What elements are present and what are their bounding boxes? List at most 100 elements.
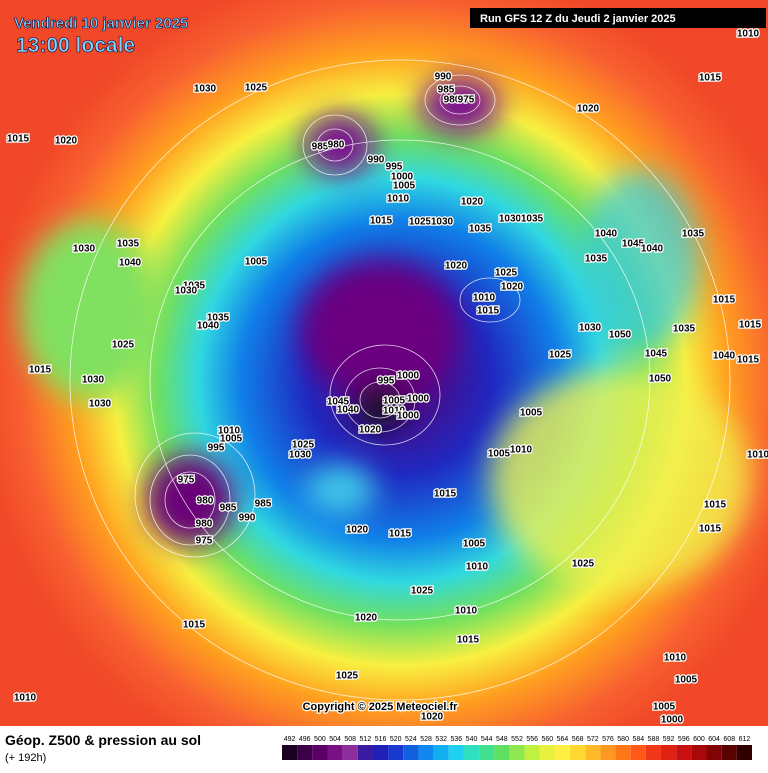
isobar-label: 1005: [220, 434, 243, 445]
scale-label: 608: [723, 736, 735, 743]
isobar-label: 1015: [699, 73, 722, 84]
isobar-label: 1010: [510, 445, 533, 456]
isobar-label: 1020: [359, 425, 382, 436]
scale-label: 580: [617, 736, 629, 743]
scale-swatch: [388, 745, 404, 760]
scale-swatch: [448, 745, 464, 760]
scale-label: 556: [526, 736, 538, 743]
scale-label: 516: [375, 736, 387, 743]
scale-swatch: [736, 745, 752, 760]
isobar-label: 1010: [455, 606, 478, 617]
date: Vendredi 10 janvier 2025: [14, 15, 188, 32]
time: 13:00 locale: [16, 34, 135, 57]
scale-swatch: [282, 745, 298, 760]
isobar-label: 1015: [370, 216, 393, 227]
isobar-label: 1030: [175, 286, 198, 297]
isobar-label: 1010: [664, 653, 687, 664]
run: Run GFS 12 Z du Jeudi 2 janvier 2025: [480, 13, 676, 25]
isobar-label: 990: [435, 72, 452, 83]
isobar-label: 1025: [495, 268, 518, 279]
isobar-label: 995: [386, 162, 403, 173]
isobar-label: 990: [368, 155, 385, 166]
scale-label: 552: [511, 736, 523, 743]
scale-label: 540: [466, 736, 478, 743]
scale-label: 520: [390, 736, 402, 743]
scale-swatch: [463, 745, 480, 760]
isobar-label: 985: [255, 499, 272, 510]
isobar-label: 1030: [289, 450, 312, 461]
scale-swatch: [615, 745, 631, 760]
scale-label: 564: [557, 736, 569, 743]
isobar-label: 1010: [747, 450, 768, 461]
isobar-label: 1005: [463, 539, 486, 550]
isobar-label: 1020: [421, 712, 444, 723]
isobar-label: 1010: [387, 194, 410, 205]
scale-swatch: [691, 745, 707, 760]
isobar-label: 1015: [434, 489, 457, 500]
isobar-label: 1035: [207, 313, 230, 324]
scale-swatch: [554, 745, 571, 760]
color-scale: 492 496 500 504 508 512 516 520 524 528 532 536 540 5…: [282, 736, 752, 760]
scale-swatch: [372, 745, 389, 760]
isobar-label: 1020: [577, 104, 600, 115]
isobar-label: 1015: [457, 635, 480, 646]
scale-swatch: [312, 745, 328, 760]
isobar-label: 1025: [292, 440, 315, 451]
scale-label: 596: [678, 736, 690, 743]
isobar-label: 1040: [197, 321, 220, 332]
scale-label: 572: [587, 736, 599, 743]
isobar-label: 980: [197, 496, 214, 507]
isobar-label: 1035: [183, 281, 206, 292]
scale-swatch: [645, 745, 662, 760]
isobar-label: 1030: [431, 217, 454, 228]
scale-label: 524: [405, 736, 417, 743]
isobar-label: 1025: [549, 350, 572, 361]
footer-title: Géop. Z500 & pression au sol: [5, 732, 201, 748]
scale-swatch: [494, 745, 510, 760]
scale-swatch: [433, 745, 449, 760]
isobar-label: 1015: [477, 306, 500, 317]
isobar-label: 1005: [393, 181, 416, 192]
isobar-label: 1045: [645, 349, 668, 360]
isobar-label: 1015: [704, 500, 727, 511]
isobar-label: 1020: [501, 282, 524, 293]
isobar-label: 1030: [579, 323, 602, 334]
scale-label: 612: [739, 736, 751, 743]
isobar-label: 1010: [473, 293, 496, 304]
isobar-label: 1010: [218, 426, 241, 437]
scale-swatch: [539, 745, 555, 760]
isobar-label: 1005: [653, 702, 676, 713]
run-box: [470, 8, 766, 28]
isobar-label: 1040: [119, 258, 142, 269]
isobar-label: 1040: [641, 244, 664, 255]
scale-swatch: [509, 745, 525, 760]
scale-label: 548: [496, 736, 508, 743]
footer-lead: (+ 192h): [5, 752, 46, 764]
scale-label: 500: [314, 736, 326, 743]
scale-label: 532: [435, 736, 447, 743]
scale-label: 576: [602, 736, 614, 743]
isobar-label: 1025: [336, 671, 359, 682]
isobar-label: 1005: [488, 449, 511, 460]
isobar-label: 1025: [572, 559, 595, 570]
isobar-label: 1035: [585, 254, 608, 265]
scale-label: 496: [299, 736, 311, 743]
scale-swatch: [676, 745, 692, 760]
scale-swatch: [721, 745, 737, 760]
isobar-label: 1005: [383, 396, 406, 407]
scale-label: 584: [632, 736, 644, 743]
scale-swatch: [630, 745, 646, 760]
scale-swatch: [327, 745, 343, 760]
scale-swatch: [570, 745, 586, 760]
isobar-label: 1030: [89, 399, 112, 410]
isobar-label: 975: [178, 475, 195, 486]
scale-swatch: [357, 745, 373, 760]
isobar-label: 985: [312, 142, 329, 153]
isobar-label: 1040: [713, 351, 736, 362]
scale-label: 604: [708, 736, 720, 743]
isobar-label: 1015: [183, 620, 206, 631]
isobar-label: 1030: [499, 214, 522, 225]
isobar-label: 995: [208, 443, 225, 454]
isobar-label: 1025: [409, 217, 432, 228]
